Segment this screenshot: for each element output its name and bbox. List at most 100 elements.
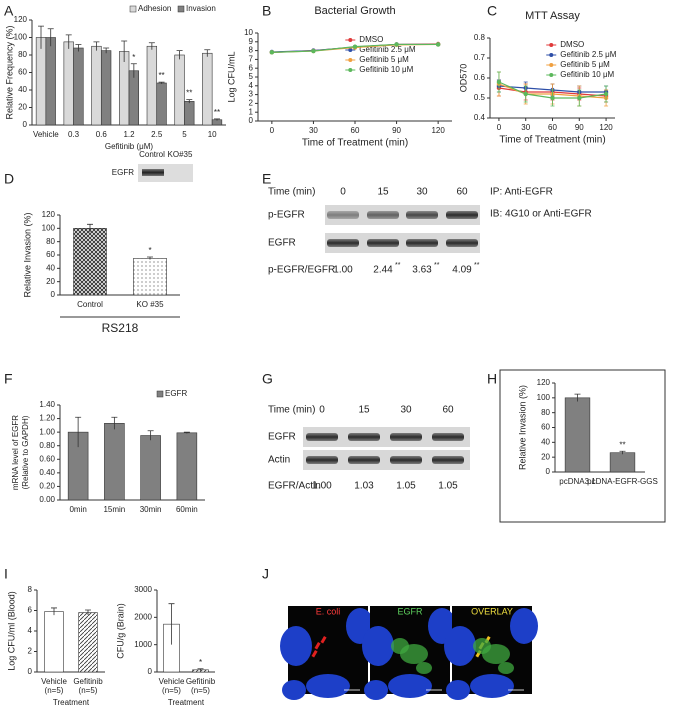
data-point	[269, 50, 275, 55]
y-tick-label: 4	[28, 626, 33, 635]
y-tick-label: 0.6	[474, 73, 486, 82]
error-bar	[168, 603, 175, 645]
error-bar	[38, 25, 45, 49]
panel-label: C	[487, 3, 497, 19]
x-axis-label: Time of Treatment (min)	[302, 138, 408, 149]
y-tick-label: 0	[148, 667, 153, 676]
blot-lane-label: 30	[400, 405, 412, 416]
y-tick-label: 8	[249, 46, 254, 55]
x-tick-label: 60	[351, 126, 360, 135]
y-tick-label: 0	[51, 290, 56, 299]
x-tick-label: 15min	[103, 505, 125, 514]
x-tick-label: 90	[575, 123, 584, 132]
y-tick-label: 40	[46, 263, 55, 272]
y-axis-label: mRNA level of EGFR	[11, 415, 20, 490]
blot-row-label: EGFR	[268, 432, 296, 443]
x-tick-label: 2.5	[151, 130, 163, 139]
panel-label: F	[4, 371, 13, 387]
blot-band	[432, 456, 464, 464]
x-tick-label: 30min	[140, 505, 162, 514]
y-tick-label: 60	[541, 423, 550, 432]
bacterium	[314, 642, 321, 650]
nucleus	[362, 626, 394, 666]
data-point	[577, 95, 582, 101]
bar	[609, 452, 636, 473]
x-tick-note: (n=5)	[191, 686, 210, 695]
blot-lane-label: KO#35	[168, 150, 193, 159]
blot-ratio: 1.03	[354, 481, 374, 492]
y-tick-label: 20	[541, 452, 550, 461]
legend-marker	[348, 38, 353, 42]
x-tick-label: 60min	[176, 505, 198, 514]
data-point	[394, 42, 399, 47]
legend-label: Gefitinib 2.5 μM	[560, 50, 617, 59]
bar	[35, 37, 47, 126]
x-tick-label: pcDNA3.1	[559, 477, 596, 486]
blot-band	[406, 211, 438, 219]
legend-label: DMSO	[359, 35, 383, 44]
y-tick-label: 1000	[134, 640, 152, 649]
blot-band	[348, 456, 380, 464]
x-tick-note: (n=5)	[79, 686, 98, 695]
group-label: RS218	[102, 321, 139, 335]
significance-label: **	[619, 440, 625, 449]
y-tick-label: 0	[23, 120, 28, 129]
y-tick-label: 0	[546, 467, 551, 476]
nucleus	[444, 626, 476, 666]
y-tick-label: 40	[541, 437, 550, 446]
x-tick-label: Control	[77, 300, 103, 309]
legend-swatch	[177, 5, 185, 13]
blot-ratio: 1.05	[396, 481, 416, 492]
blot-note: IP: Anti-EGFR	[490, 187, 553, 198]
egfr-signal	[473, 638, 491, 654]
blot-ratio: 1.00	[333, 265, 353, 276]
legend-marker	[549, 43, 554, 47]
chart-title: MTT Assay	[525, 10, 580, 22]
blot-ratio-label: EGFR/Actin	[268, 481, 321, 492]
error-bar	[111, 416, 118, 430]
error-bar	[183, 431, 190, 434]
x-tick-note: (n=5)	[45, 686, 64, 695]
bar	[44, 611, 64, 673]
y-tick-label: 0.8	[474, 33, 486, 42]
blot-ratio: 2.44	[373, 265, 393, 276]
error-bar	[130, 63, 137, 78]
blot-lane-label: 15	[358, 405, 370, 416]
x-tick-label: 0	[497, 123, 502, 132]
blot-ratio: 4.09	[452, 265, 472, 276]
x-tick-label: 30	[521, 123, 530, 132]
blot-band	[327, 211, 359, 219]
error-bar	[574, 393, 581, 402]
data-point	[496, 79, 502, 85]
significance-label: **	[158, 71, 164, 80]
blot-background	[303, 427, 470, 447]
x-tick-label: Vehicle	[159, 677, 185, 686]
legend-label: Gefitinib 5 μM	[560, 60, 610, 69]
x-axis-label: Treatment	[53, 698, 90, 707]
y-tick-label: 2000	[134, 612, 152, 621]
y-tick-label: 0.20	[39, 482, 55, 491]
legend-label: DMSO	[560, 40, 584, 49]
channel-label: OVERLAY	[471, 606, 513, 616]
x-tick-label: Gefitinib	[73, 677, 103, 686]
y-tick-label: 0.5	[474, 93, 486, 102]
legend-marker	[348, 58, 353, 62]
blot-band	[306, 456, 338, 464]
y-tick-label: 0.7	[474, 53, 486, 62]
y-tick-label: 1.00	[39, 427, 55, 436]
x-axis-label: Treatment	[168, 698, 205, 707]
nucleus	[364, 680, 388, 700]
y-tick-label: 7	[249, 55, 254, 64]
x-tick-label: 10	[208, 130, 217, 139]
legend-label: EGFR	[165, 389, 187, 398]
x-tick-label: KO #35	[136, 300, 164, 309]
blot-header: Time (min)	[268, 405, 315, 416]
bar	[128, 70, 139, 126]
significance-label: **	[214, 108, 220, 117]
blot-header: Time (min)	[268, 187, 315, 198]
panel-frame	[499, 369, 666, 523]
data-point	[311, 48, 316, 54]
x-tick-note: (n=5)	[162, 686, 181, 695]
bar	[184, 101, 195, 126]
legend-marker	[348, 48, 353, 52]
